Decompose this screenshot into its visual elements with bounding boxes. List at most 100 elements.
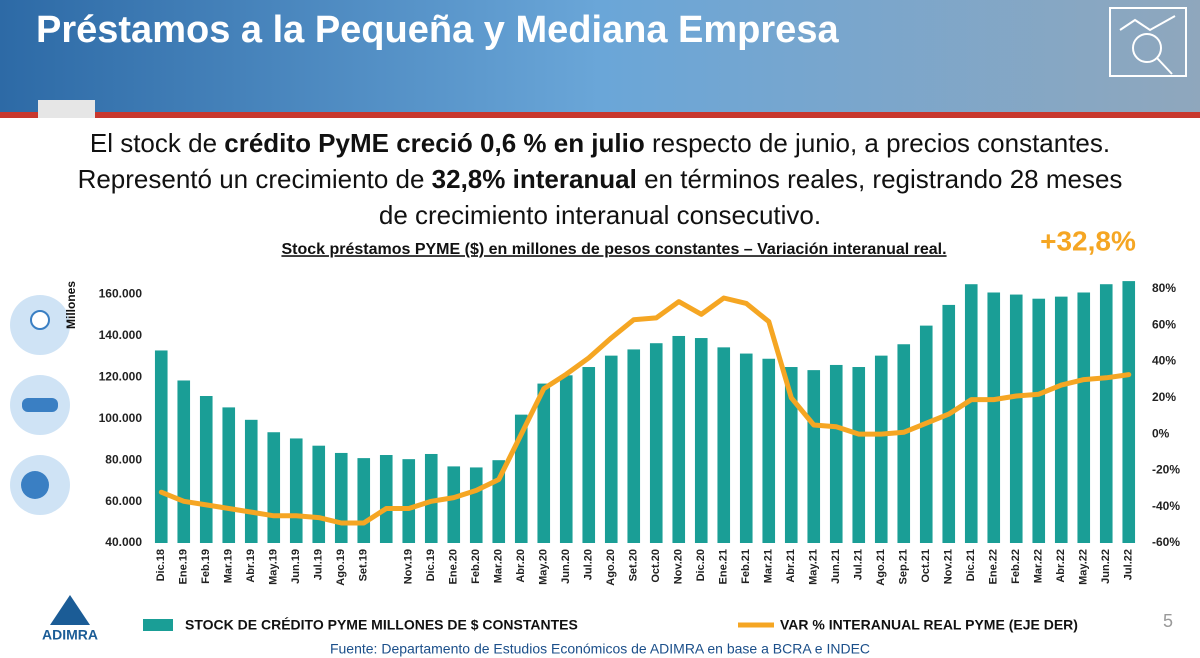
bar <box>582 367 596 543</box>
bar <box>829 364 843 543</box>
y-tick-label: 140.000 <box>99 328 143 342</box>
bar <box>154 350 168 543</box>
header-tab <box>38 100 95 118</box>
bar <box>604 355 618 543</box>
bar <box>717 347 731 543</box>
y-axis-label: Millones <box>64 281 78 329</box>
y2-tick-label: -60% <box>1152 535 1180 549</box>
x-tick-label: Feb.19 <box>200 549 212 584</box>
x-tick-label: Abr.19 <box>245 549 257 583</box>
x-tick-label: Feb.21 <box>740 549 752 584</box>
legend-swatch <box>143 619 173 631</box>
x-tick-label: May.22 <box>1078 549 1090 585</box>
bar <box>1009 294 1023 543</box>
y2-tick-label: -20% <box>1152 463 1180 477</box>
bar <box>649 343 663 543</box>
y-tick-label: 120.000 <box>99 370 143 384</box>
x-tick-label: Dic.18 <box>155 549 167 581</box>
x-tick-label: Abr.22 <box>1055 549 1067 583</box>
x-tick-label: Mar.20 <box>493 549 505 583</box>
summary: El stock de crédito PyME creció 0,6 % en… <box>78 128 1123 230</box>
chart-title: Stock préstamos PYME ($) en millones de … <box>281 241 946 258</box>
summary-segment: El stock de <box>90 128 224 158</box>
x-tick-label: Ene.20 <box>448 549 460 584</box>
x-tick-label: Abr.20 <box>515 549 527 583</box>
x-tick-label: Jul.22 <box>1123 549 1135 580</box>
x-tick-label: Set.19 <box>358 549 370 581</box>
x-tick-label: Mar.19 <box>223 549 235 583</box>
x-tick-label: Sep.21 <box>898 549 910 584</box>
bar <box>469 467 483 543</box>
bar <box>334 452 348 543</box>
bar <box>244 419 258 543</box>
y2-tick-label: 80% <box>1152 281 1176 295</box>
x-tick-label: Ene.21 <box>718 549 730 584</box>
bar <box>807 370 821 543</box>
x-tick-label: Jun.20 <box>560 549 572 584</box>
bar <box>762 358 776 543</box>
logo-text: ADIMRA <box>42 627 98 643</box>
x-tick-label: Ene.19 <box>178 549 190 584</box>
x-tick-label: Oct.20 <box>650 549 662 583</box>
line <box>158 295 1132 526</box>
bar <box>424 453 438 543</box>
x-tick-label: Feb.20 <box>470 549 482 584</box>
x-tick-label: Dic.19 <box>425 549 437 581</box>
bar <box>447 466 461 543</box>
summary-segment: en términos reales, registrando 28 meses <box>637 164 1123 194</box>
summary-segment: crédito PyME creció 0,6 % en julio <box>224 128 644 158</box>
x-tick-label: May.19 <box>268 549 280 585</box>
bar <box>919 325 933 543</box>
x-tick-label: Ago.19 <box>335 549 347 586</box>
bar <box>1099 284 1113 543</box>
header-rule <box>0 112 1200 118</box>
x-tick-label: Ago.20 <box>605 549 617 586</box>
source: Fuente: Departamento de Estudios Económi… <box>330 641 870 657</box>
bar <box>199 396 213 543</box>
x-tick-label: May.20 <box>538 549 550 585</box>
bar <box>987 292 1001 543</box>
y-tick-label: 80.000 <box>105 452 142 466</box>
bar <box>312 445 326 543</box>
bar <box>874 355 888 543</box>
bar <box>739 353 753 543</box>
summary-segment: Representó un crecimiento de <box>78 164 432 194</box>
x-tick-label: Jun.19 <box>290 549 302 584</box>
bar <box>514 414 528 543</box>
page-number: 5 <box>1163 611 1173 631</box>
bar <box>559 375 573 543</box>
logo <box>50 595 90 625</box>
y2-tick-label: 60% <box>1152 317 1176 331</box>
header-band <box>0 0 1200 112</box>
summary-segment: de crecimiento interanual consecutivo. <box>379 200 821 230</box>
bar <box>1122 281 1136 543</box>
x-tick-label: Jun.22 <box>1100 549 1112 584</box>
y2-tick-label: 20% <box>1152 390 1176 404</box>
bar <box>1032 298 1046 543</box>
x-tick-label: Jul.19 <box>313 549 325 580</box>
x-tick-label: Jul.20 <box>583 549 595 580</box>
bar <box>897 344 911 543</box>
x-tick-label: Mar.22 <box>1033 549 1045 583</box>
y2-tick-label: 0% <box>1152 426 1170 440</box>
y-tick-label: 40.000 <box>105 535 142 549</box>
bar <box>672 335 686 543</box>
bar <box>289 438 303 543</box>
bar <box>402 459 416 543</box>
summary-segment: respecto de junio, a precios constantes. <box>645 128 1110 158</box>
x-tick-label: Ago.21 <box>875 549 887 586</box>
x-tick-label: Nov.19 <box>403 549 415 584</box>
x-tick-label: Dic.21 <box>965 549 977 581</box>
x-tick-label: Nov.20 <box>673 549 685 584</box>
bar <box>379 455 393 543</box>
x-tick-label: Oct.21 <box>920 549 932 583</box>
bar <box>964 284 978 543</box>
x-tick-label: Ene.22 <box>988 549 1000 584</box>
x-tick-label: Mar.21 <box>763 549 775 583</box>
side-icons <box>10 295 70 515</box>
bar <box>177 380 191 543</box>
y2-tick-label: -40% <box>1152 499 1180 513</box>
bar <box>222 407 236 543</box>
y-tick-label: 100.000 <box>99 411 143 425</box>
